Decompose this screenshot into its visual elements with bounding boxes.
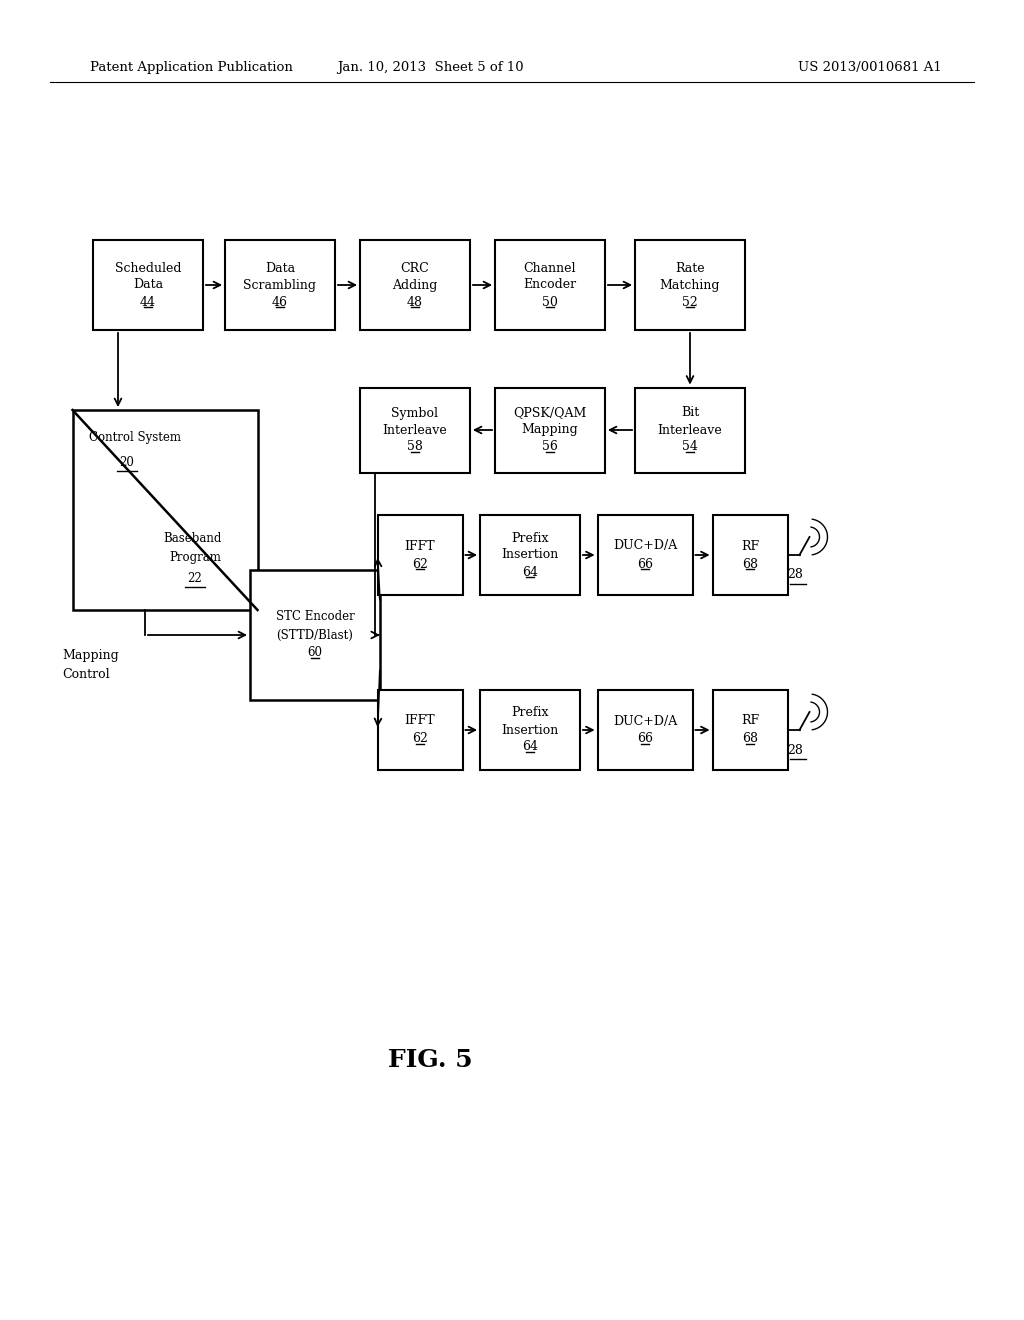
Bar <box>713 690 787 770</box>
Bar <box>360 240 470 330</box>
Text: Symbol: Symbol <box>391 407 438 420</box>
Text: Encoder: Encoder <box>523 279 577 292</box>
Text: RF: RF <box>741 714 759 727</box>
Text: 64: 64 <box>522 741 538 754</box>
Text: Prefix: Prefix <box>511 532 549 544</box>
Text: IFFT: IFFT <box>404 714 435 727</box>
Text: 68: 68 <box>742 557 758 570</box>
Bar <box>73 411 257 610</box>
Text: Interleave: Interleave <box>657 424 722 437</box>
Text: Baseband: Baseband <box>164 532 222 544</box>
Text: 46: 46 <box>272 296 288 309</box>
Text: 56: 56 <box>542 441 558 454</box>
Text: Rate: Rate <box>675 261 705 275</box>
Text: Insertion: Insertion <box>502 723 559 737</box>
Text: Channel: Channel <box>523 261 577 275</box>
Bar <box>378 515 463 595</box>
Text: 58: 58 <box>408 441 423 454</box>
Text: Jan. 10, 2013  Sheet 5 of 10: Jan. 10, 2013 Sheet 5 of 10 <box>337 62 523 74</box>
Text: Data: Data <box>265 261 295 275</box>
Text: Prefix: Prefix <box>511 706 549 719</box>
Text: 62: 62 <box>412 733 428 746</box>
Text: Scrambling: Scrambling <box>244 279 316 292</box>
Text: CRC: CRC <box>400 261 429 275</box>
Text: 68: 68 <box>742 733 758 746</box>
Bar <box>250 570 380 700</box>
Text: 28: 28 <box>787 743 804 756</box>
Text: 22: 22 <box>187 572 203 585</box>
Text: Control: Control <box>62 668 111 681</box>
Text: Scheduled: Scheduled <box>115 261 181 275</box>
Text: Adding: Adding <box>392 279 437 292</box>
Bar <box>713 515 787 595</box>
Text: 48: 48 <box>407 296 423 309</box>
Bar <box>225 240 335 330</box>
Bar <box>597 515 692 595</box>
Text: DUC+D/A: DUC+D/A <box>613 714 677 727</box>
Text: DUC+D/A: DUC+D/A <box>613 540 677 553</box>
Text: STC Encoder: STC Encoder <box>275 610 354 623</box>
Bar <box>378 690 463 770</box>
Text: 66: 66 <box>637 557 653 570</box>
Text: 50: 50 <box>542 296 558 309</box>
Bar <box>495 388 605 473</box>
Text: FIG. 5: FIG. 5 <box>388 1048 472 1072</box>
Text: IFFT: IFFT <box>404 540 435 553</box>
Bar <box>495 240 605 330</box>
Bar <box>480 690 580 770</box>
Text: 60: 60 <box>307 647 323 660</box>
Text: 64: 64 <box>522 565 538 578</box>
Text: 54: 54 <box>682 441 698 454</box>
Text: 52: 52 <box>682 296 698 309</box>
Text: US 2013/0010681 A1: US 2013/0010681 A1 <box>798 62 942 74</box>
Text: 28: 28 <box>787 569 804 582</box>
Bar <box>93 240 203 330</box>
Text: Mapping: Mapping <box>62 648 119 661</box>
Text: Patent Application Publication: Patent Application Publication <box>90 62 293 74</box>
Text: (STTD/Blast): (STTD/Blast) <box>276 628 353 642</box>
Text: QPSK/QAM: QPSK/QAM <box>513 407 587 420</box>
Bar <box>480 515 580 595</box>
Text: RF: RF <box>741 540 759 553</box>
Text: Insertion: Insertion <box>502 549 559 561</box>
Text: 20: 20 <box>120 455 134 469</box>
Bar <box>635 388 745 473</box>
Text: Control System: Control System <box>89 432 181 445</box>
Text: Interleave: Interleave <box>383 424 447 437</box>
Text: Matching: Matching <box>659 279 720 292</box>
Text: 62: 62 <box>412 557 428 570</box>
Text: Program: Program <box>169 552 221 565</box>
Bar <box>597 690 692 770</box>
Text: Bit: Bit <box>681 407 699 420</box>
Text: 66: 66 <box>637 733 653 746</box>
Text: Mapping: Mapping <box>521 424 579 437</box>
Bar <box>360 388 470 473</box>
Bar <box>635 240 745 330</box>
Text: 44: 44 <box>140 296 156 309</box>
Text: Data: Data <box>133 279 163 292</box>
